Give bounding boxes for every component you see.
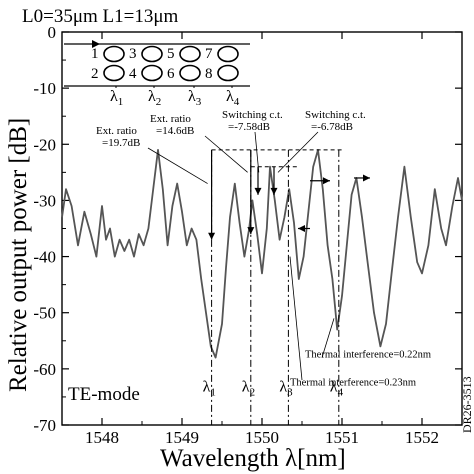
annotation-text: Ext. ratio	[96, 125, 137, 137]
leader-line	[321, 318, 335, 358]
y-tick-label: -20	[33, 135, 56, 154]
ring-number: 5	[167, 46, 175, 62]
annotation-text: =14.6dB	[156, 125, 194, 137]
thermal-arrow-1-head	[323, 177, 330, 185]
ring-number: 6	[167, 66, 175, 82]
thermal-arrow-2-head	[298, 225, 305, 232]
inset-wavelength-label: λ2	[148, 88, 161, 108]
lambda-marker-label: λ2	[242, 378, 255, 398]
ring-resonator	[141, 64, 163, 82]
ring-number: 8	[205, 66, 213, 82]
ring-resonator	[103, 64, 125, 82]
leader-line	[254, 131, 260, 173]
annotation-text: =-7.58dB	[228, 121, 270, 133]
lambda-marker-label: λ1	[203, 378, 216, 398]
inset-input-arrow	[92, 40, 100, 48]
x-tick-label: 1548	[85, 428, 119, 447]
thermal-arrow-3-head	[363, 174, 370, 182]
ext-ratio-arrow-2-head	[247, 227, 255, 235]
y-tick-label: 0	[48, 23, 57, 42]
inset-wavelength-label: λ3	[188, 88, 202, 108]
ring-number: 1	[91, 46, 99, 62]
ring-number: 2	[91, 66, 99, 82]
axes: 1548 1549 1550 1551 15520-10-20-30-40-50-60-…	[33, 23, 463, 447]
ring-array-inset: 1 2 3 4 5 6 7 8 λ1 λ2 λ3 λ4	[64, 40, 250, 108]
annotation-text: Ext. ratio	[150, 113, 191, 125]
y-axis-label: Relative output power [dB]	[5, 118, 32, 392]
annotation-text: Thermal interference=0.22nm	[305, 350, 431, 361]
switching-arrow-1-head	[254, 187, 262, 195]
inset-wavelength-labels: λ1 λ2 λ3 λ4	[110, 86, 240, 108]
header-label: L0=35μm L1=13μm	[22, 6, 179, 27]
annotation-text: =19.7dB	[102, 137, 140, 149]
y-tick-label: -60	[33, 360, 56, 379]
x-tick-label: 1549	[165, 428, 199, 447]
ring-resonator	[217, 64, 239, 82]
ring-resonator	[103, 45, 125, 63]
x-tick-label: 1551	[325, 428, 359, 447]
annotation-text: Switching c.t.	[305, 109, 366, 121]
leader-line	[289, 256, 303, 381]
x-tick-label: 1550	[245, 428, 279, 447]
y-tick-label: -30	[33, 191, 56, 210]
series-layer	[61, 148, 463, 359]
figure-id: DR26-3513	[460, 376, 474, 433]
inset-wavelength-label: λ4	[226, 88, 240, 108]
ring-number: 7	[205, 46, 213, 62]
y-tick-label: -70	[33, 416, 56, 435]
y-tick-label: -50	[33, 304, 56, 323]
leader-line	[147, 147, 208, 184]
ring-resonator	[217, 45, 239, 63]
plot-frame	[61, 31, 463, 426]
annotation-text: Switching c.t.	[222, 109, 283, 121]
ring-resonator	[141, 45, 163, 63]
annotation-text: Thermal interference=0.23nm	[290, 378, 416, 389]
x-tick-label: 1552	[405, 428, 439, 447]
x-axis-label: Wavelength λ[nm]	[160, 445, 346, 472]
leader-line	[277, 131, 319, 173]
ring-number: 4	[129, 66, 137, 82]
ring-resonator	[179, 64, 201, 82]
series-line	[61, 148, 463, 359]
inset-rings: 1 2 3 4 5 6 7 8	[91, 45, 239, 82]
annotation-text: =-6.78dB	[311, 121, 353, 133]
leader-line	[204, 135, 248, 173]
inset-wavelength-label: λ1	[110, 88, 123, 108]
ring-resonator	[179, 45, 201, 63]
ext-ratio-arrow-1-head	[208, 232, 216, 240]
ring-number: 3	[129, 46, 137, 62]
y-tick-label: -40	[33, 248, 56, 267]
y-tick-label: -10	[33, 79, 56, 98]
mode-label: TE-mode	[68, 384, 140, 405]
switching-arrow-2-head	[270, 187, 278, 195]
